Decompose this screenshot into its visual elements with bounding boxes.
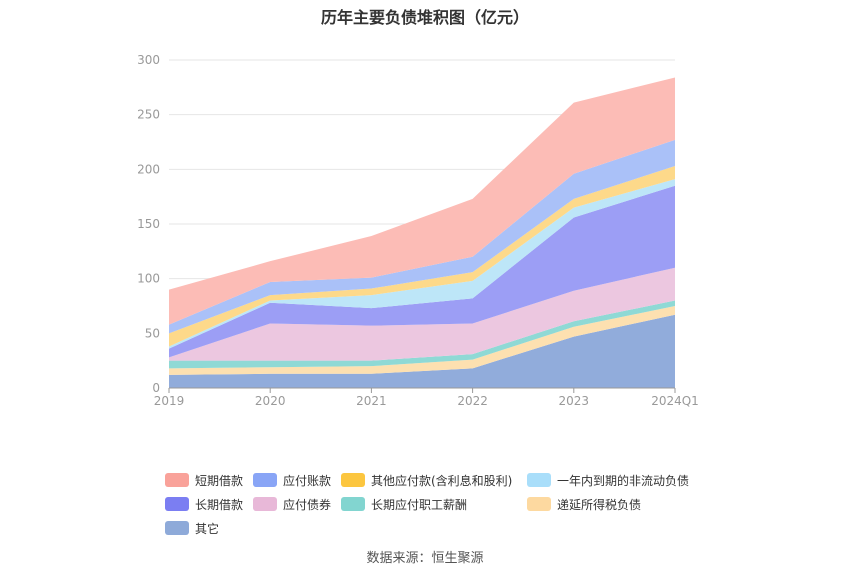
y-tick-label: 200 [137,162,160,176]
x-tick-label: 2019 [154,394,185,408]
data-source: 数据来源：恒生聚源 [366,551,484,566]
legend-label: 其它 [195,521,220,536]
legend-item[interactable]: 应付债券 [253,496,341,512]
legend-swatch [165,473,189,487]
axes: 0 50 100 150 200 250 300 2019 2020 2021 2022 2023 20… [137,53,699,408]
area-series-6 [169,166,675,347]
legend-label: 长期应付职工薪酬 [371,497,468,512]
area-series-4 [169,185,675,358]
legend-item[interactable]: 长期借款 [165,496,253,512]
y-tick-label: 150 [137,217,160,231]
y-tick-label: 300 [137,53,160,67]
legend-item[interactable]: 递延所得税负债 [527,496,707,512]
legend-item[interactable]: 其它 [165,520,253,536]
legend-swatch [165,521,189,535]
area-series-7 [169,139,675,334]
legend-item[interactable]: 应付账款 [253,472,341,488]
legend-label: 一年内到期的非流动负债 [557,473,690,488]
area-series-1 [169,306,675,375]
y-tick-label: 250 [137,108,160,122]
area-series [169,77,675,388]
legend-label: 应付债券 [283,497,332,512]
x-tick-label: 2020 [255,394,286,408]
legend-item[interactable]: 一年内到期的非流动负债 [527,472,707,488]
area-series-8 [169,77,675,325]
legend-label: 其他应付款(含利息和股利) [371,473,513,488]
legend-swatch [165,497,189,511]
x-tick-label: 2022 [457,394,488,408]
area-series-3 [169,267,675,361]
legend-swatch [527,497,551,511]
y-tick-label: 50 [145,326,160,340]
x-tick-label: 2021 [356,394,387,408]
legend-item[interactable]: 其他应付款(含利息和股利) [341,472,527,488]
chart-title: 历年主要负债堆积图（亿元） [320,8,529,27]
legend-label: 应付账款 [283,473,332,488]
area-series-2 [169,300,675,369]
x-tick-label: 2024Q1 [651,394,699,408]
legend: 短期借款 应付账款 其他应付款(含利息和股利) 一年内到期的非流动负债长期借款 应付债券… [165,472,725,536]
legend-label: 短期借款 [195,473,244,488]
legend-label: 递延所得税负债 [557,497,642,512]
area-series-0 [169,314,675,388]
legend-label: 长期借款 [195,497,244,512]
legend-swatch [527,473,551,487]
legend-item[interactable]: 短期借款 [165,472,253,488]
y-tick-label: 0 [152,381,160,395]
legend-swatch [341,497,365,511]
legend-item[interactable]: 长期应付职工薪酬 [341,496,527,512]
y-tick-label: 100 [137,272,160,286]
legend-swatch [253,497,277,511]
legend-swatch [253,473,277,487]
legend-swatch [341,473,365,487]
area-series-5 [169,179,675,349]
x-tick-label: 2023 [559,394,590,408]
